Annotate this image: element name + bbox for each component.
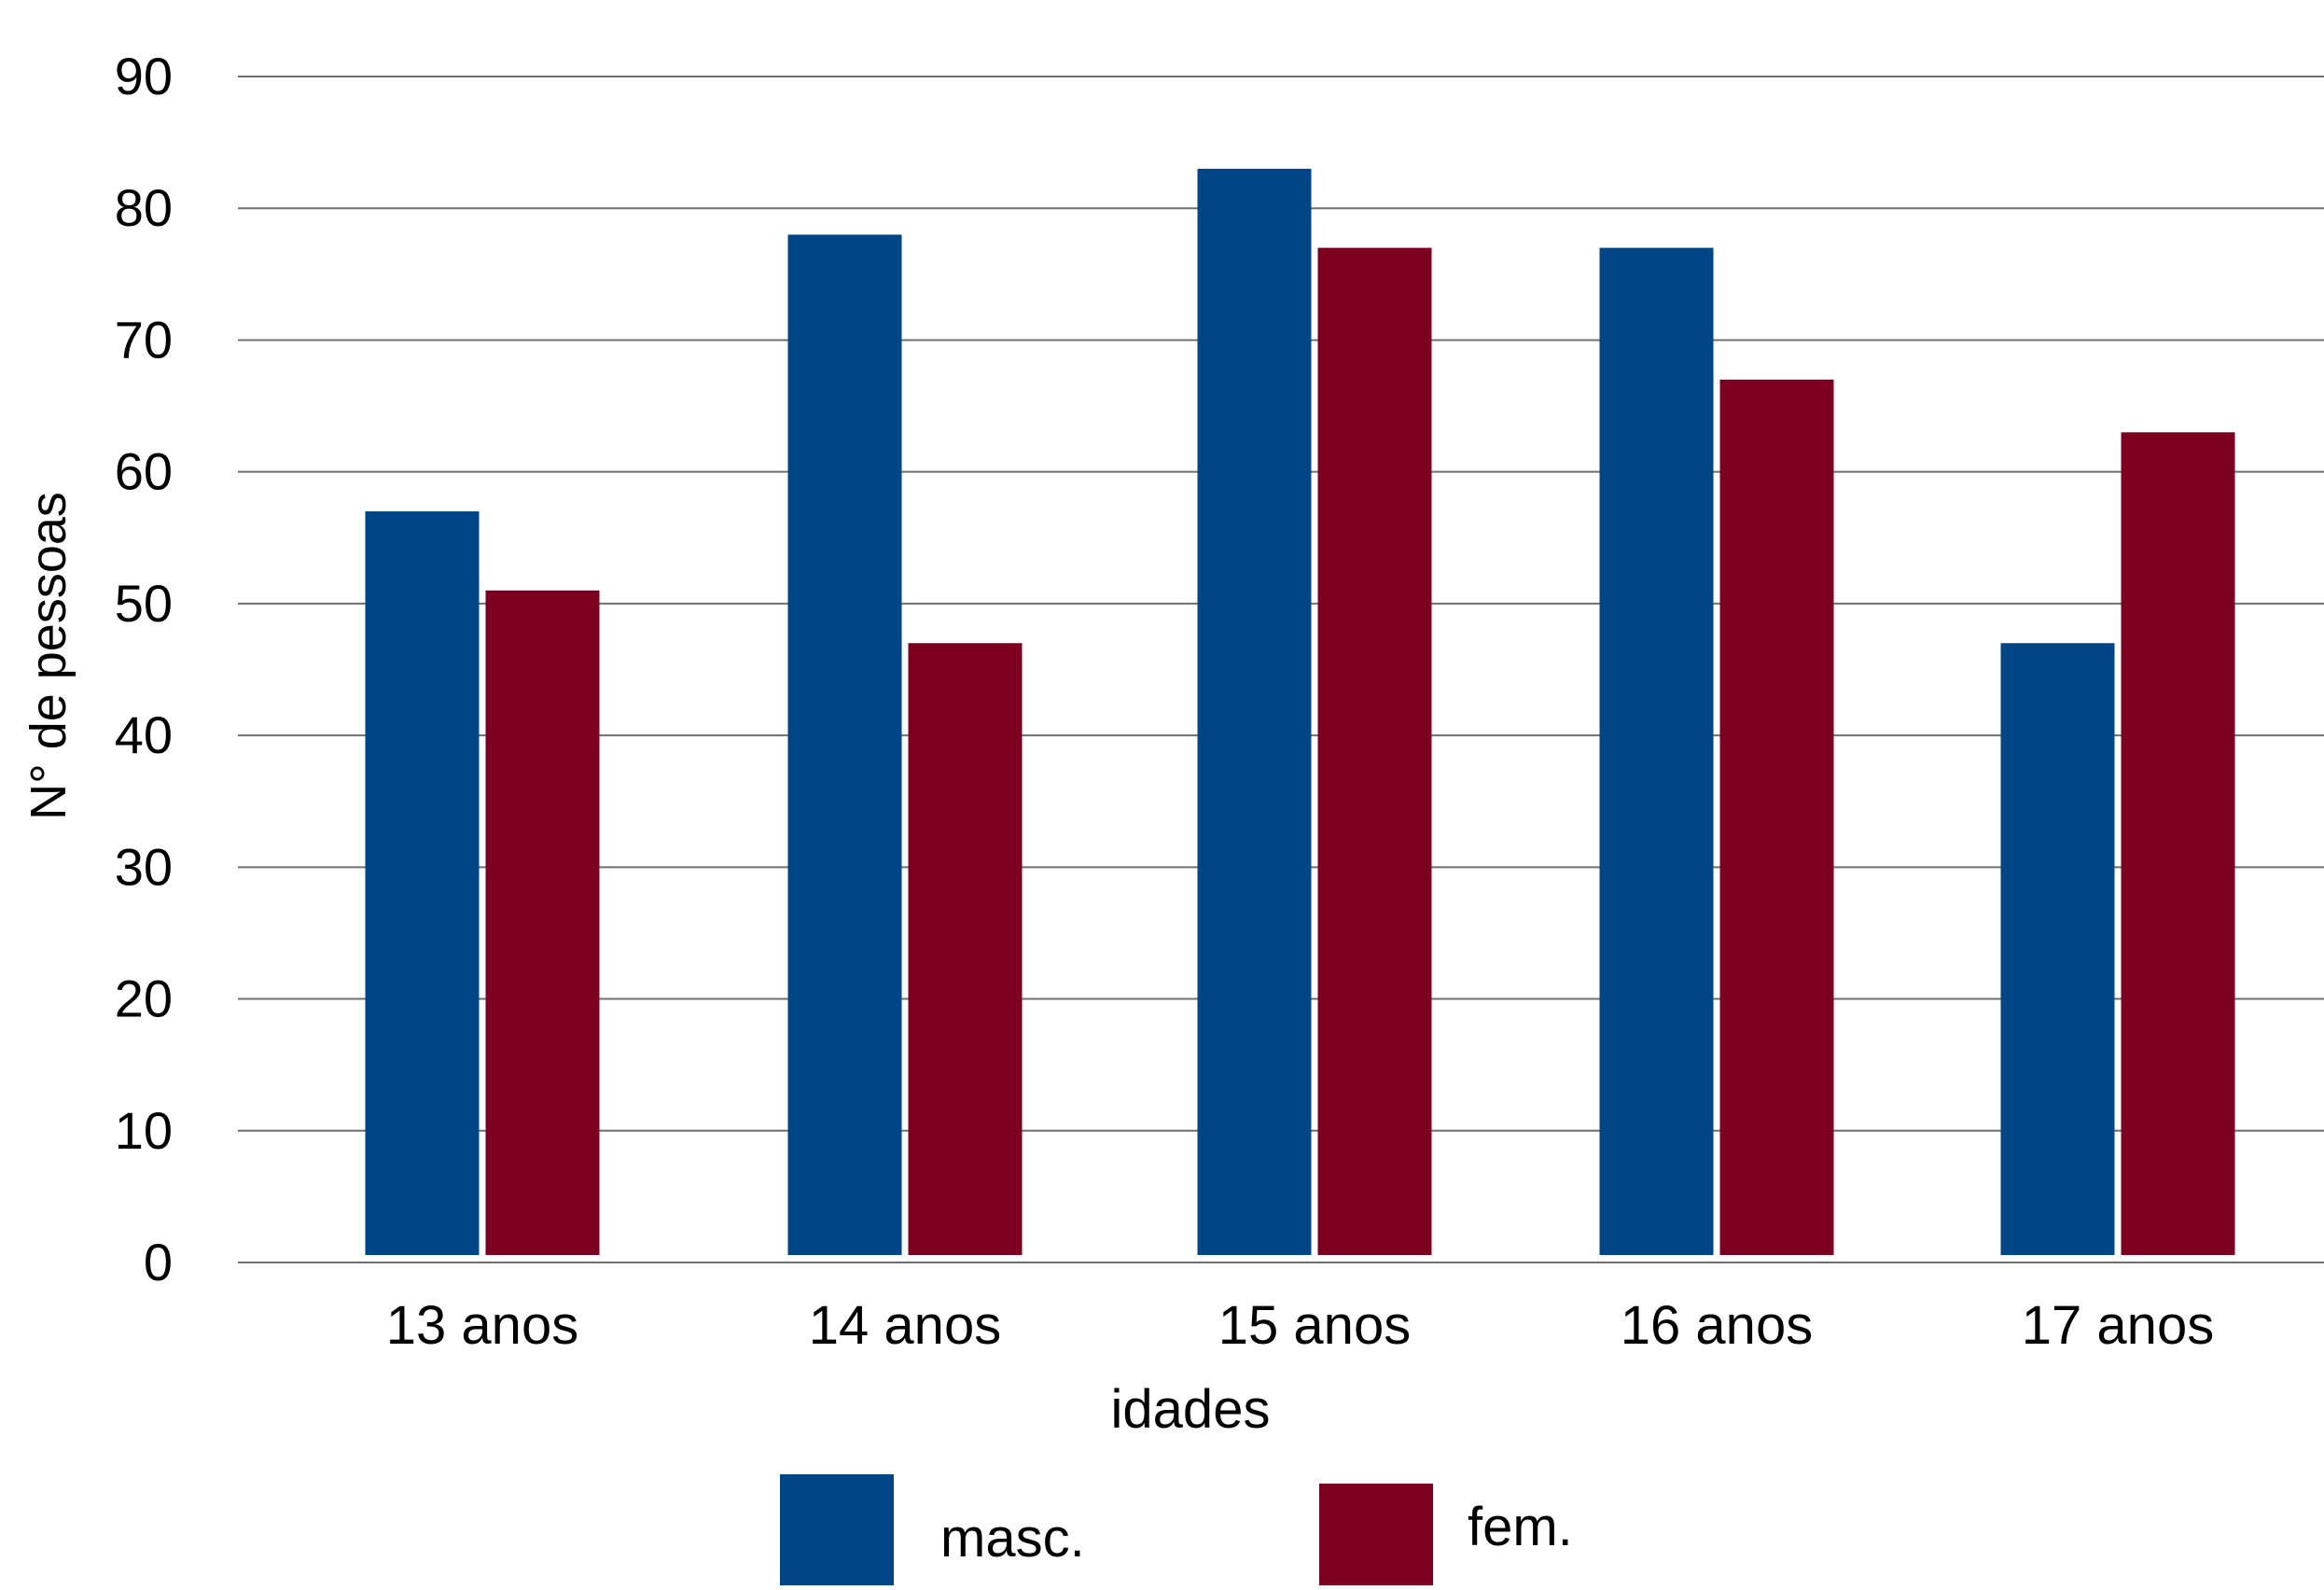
legend-swatch-masc bbox=[780, 1474, 894, 1585]
legend-swatch-fem bbox=[1319, 1484, 1433, 1585]
bar-fem-2 bbox=[1317, 247, 1432, 1256]
y-tick-label: 90 bbox=[115, 47, 173, 105]
legend-label-masc: masc. bbox=[940, 1508, 1085, 1569]
y-axis-title: N° de pessoas bbox=[21, 492, 77, 820]
y-tick-label: 60 bbox=[115, 442, 173, 501]
bar-masc-4 bbox=[2000, 643, 2115, 1255]
bar-masc-1 bbox=[787, 234, 902, 1255]
y-tick-label: 10 bbox=[115, 1101, 173, 1160]
x-axis-ticks: 13 anos 14 anos 15 anos 16 anos 17 anos bbox=[386, 1295, 2214, 1356]
y-tick-label: 80 bbox=[115, 178, 173, 237]
bar-fem-4 bbox=[2121, 432, 2235, 1255]
bar-fem-1 bbox=[908, 643, 1023, 1255]
y-tick-label: 20 bbox=[115, 969, 173, 1028]
x-tick-label: 14 anos bbox=[809, 1295, 1001, 1356]
bar-masc-2 bbox=[1197, 168, 1312, 1255]
bar-fem-0 bbox=[485, 590, 600, 1255]
bar-masc-3 bbox=[1599, 247, 1714, 1256]
x-tick-label: 13 anos bbox=[386, 1295, 578, 1356]
bars bbox=[365, 168, 2235, 1256]
x-axis-title: idades bbox=[1111, 1379, 1271, 1440]
legend-label-fem: fem. bbox=[1468, 1497, 1573, 1557]
x-tick-label: 16 anos bbox=[1621, 1295, 1813, 1356]
legend: masc. fem. bbox=[780, 1474, 1573, 1585]
y-tick-label: 40 bbox=[115, 705, 173, 764]
y-tick-label: 30 bbox=[115, 837, 173, 896]
y-tick-label: 50 bbox=[115, 574, 173, 633]
bar-masc-0 bbox=[365, 511, 480, 1255]
y-tick-label: 70 bbox=[115, 310, 173, 369]
x-tick-label: 17 anos bbox=[2022, 1295, 2214, 1356]
x-tick-label: 15 anos bbox=[1218, 1295, 1411, 1356]
y-axis-ticks: 0 10 20 30 40 50 60 70 80 90 bbox=[115, 47, 173, 1291]
bar-fem-3 bbox=[1719, 379, 1834, 1255]
y-tick-label: 0 bbox=[144, 1233, 173, 1291]
